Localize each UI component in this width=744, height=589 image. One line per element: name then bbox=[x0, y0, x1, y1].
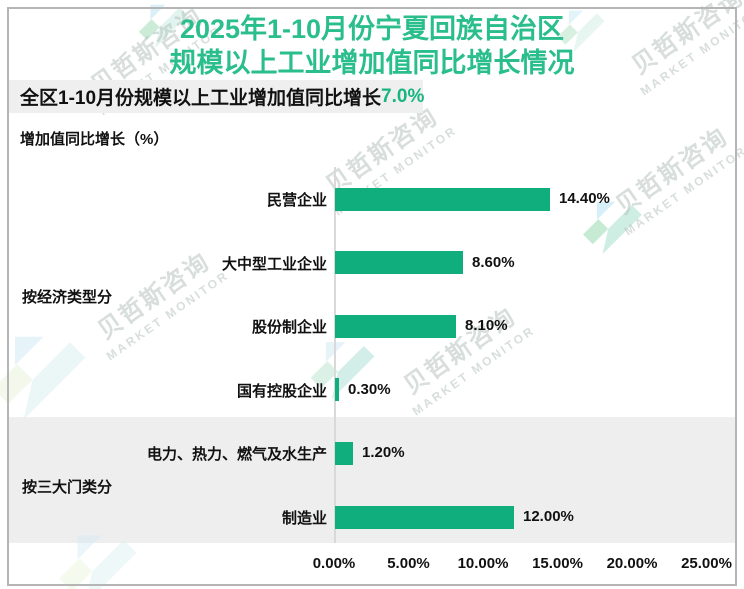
bar bbox=[335, 251, 463, 275]
bar bbox=[335, 314, 456, 338]
bar bbox=[335, 505, 514, 529]
x-tick-label: 20.00% bbox=[606, 555, 658, 572]
subtitle-highlight-value: 7.0% bbox=[381, 85, 425, 107]
x-tick-label: 15.00% bbox=[532, 555, 583, 572]
category-label: 大中型工业企业 bbox=[221, 255, 327, 273]
bar bbox=[335, 378, 339, 402]
subtitle-text: 全区1-10月份规模以上工业增加值同比增长 bbox=[20, 88, 382, 109]
watermark-en: MARKET MONITOR bbox=[621, 143, 744, 239]
category-label: 国有控股企业 bbox=[236, 382, 327, 400]
bar bbox=[335, 187, 550, 211]
value-label: 8.60% bbox=[472, 253, 515, 271]
page-title-line1: 2025年1-10月份宁夏回族自治区 bbox=[179, 14, 565, 44]
category-label: 电力、热力、燃气及水生产 bbox=[146, 446, 327, 464]
x-tick-label: 0.00% bbox=[312, 555, 356, 572]
page-title: 2025年1-10月份宁夏回族自治区 规模以上工业增加值同比增长情况 bbox=[0, 12, 744, 80]
bar bbox=[335, 441, 353, 465]
y-axis-title: 增加值同比增长（%） bbox=[20, 131, 169, 148]
watermark-cn: 贝哲斯咨询 bbox=[611, 123, 734, 220]
axis-baseline bbox=[334, 167, 336, 543]
watermark: 贝哲斯咨询 MARKET MONITOR bbox=[371, 280, 556, 431]
value-label: 14.40% bbox=[559, 190, 610, 207]
watermark: 贝哲斯咨询 MARKET MONITOR bbox=[583, 100, 744, 251]
group-label-economic-type: 按经济类型分 bbox=[22, 289, 113, 306]
category-label: 民营企业 bbox=[266, 192, 327, 209]
value-label: 0.30% bbox=[348, 380, 391, 398]
watermark-cn: 贝哲斯咨询 bbox=[399, 303, 522, 400]
category-label: 制造业 bbox=[281, 510, 327, 527]
x-tick-label: 10.00% bbox=[457, 555, 509, 572]
x-tick-label: 5.00% bbox=[387, 555, 430, 572]
x-tick-label: 25.00% bbox=[681, 555, 732, 572]
page-title-line2: 规模以上工业增加值同比增长情况 bbox=[169, 48, 575, 78]
value-label: 8.10% bbox=[465, 317, 508, 335]
subtitle-banner: 全区1-10月份规模以上工业增加值同比增长 7.0% bbox=[9, 80, 425, 113]
value-label: 12.00% bbox=[523, 508, 574, 525]
value-label: 1.20% bbox=[362, 444, 405, 462]
category-label: 股份制企业 bbox=[251, 319, 327, 337]
watermark-en: MARKET MONITOR bbox=[331, 123, 460, 219]
group-label-three-sectors: 按三大门类分 bbox=[22, 479, 113, 496]
